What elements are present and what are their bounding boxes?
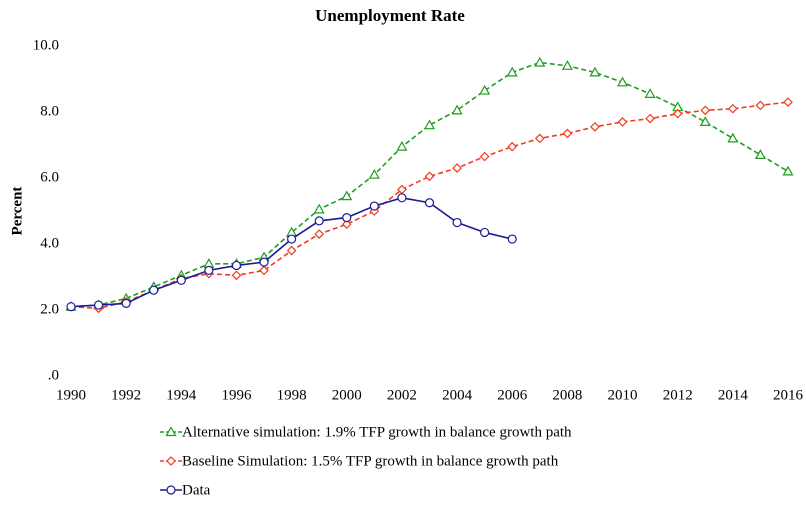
legend-marker: [166, 485, 176, 495]
marker: [314, 216, 324, 226]
y-tick-label: 4.0: [40, 235, 59, 251]
marker: [727, 132, 739, 143]
marker: [451, 104, 463, 115]
marker: [231, 260, 242, 271]
marker: [506, 66, 518, 77]
marker: [617, 117, 628, 127]
marker: [424, 198, 435, 208]
x-tick-label: 1990: [56, 387, 86, 403]
marker: [534, 133, 545, 144]
y-tick-label: .0: [48, 367, 59, 383]
legend-label: Alternative simulation: 1.9% TFP growth …: [182, 424, 572, 440]
x-tick-label: 1992: [111, 387, 141, 403]
y-tick-label: 10.0: [33, 37, 59, 53]
marker: [287, 234, 297, 244]
marker: [561, 60, 573, 70]
marker: [589, 66, 601, 77]
x-tick-label: 2014: [718, 387, 749, 403]
legend-marker: [166, 456, 176, 466]
marker: [617, 76, 629, 87]
marker: [727, 103, 738, 114]
marker: [452, 217, 462, 228]
marker: [782, 165, 794, 176]
marker: [480, 227, 490, 238]
marker: [286, 245, 297, 256]
series-line: [70, 61, 789, 308]
marker: [590, 122, 600, 132]
legend-label: Baseline Simulation: 1.5% TFP growth in …: [182, 453, 559, 469]
marker: [313, 203, 325, 214]
marker: [644, 88, 656, 98]
marker: [149, 285, 159, 295]
marker: [479, 84, 491, 95]
marker: [341, 190, 353, 201]
marker: [423, 119, 436, 130]
marker: [314, 229, 325, 239]
x-tick-label: 2010: [608, 387, 638, 403]
chart-title: Unemployment Rate: [315, 6, 465, 25]
x-tick-label: 1994: [166, 387, 197, 403]
marker: [755, 100, 766, 111]
y-tick-label: 6.0: [40, 169, 59, 185]
x-tick-label: 2004: [442, 387, 473, 403]
marker: [672, 108, 683, 119]
marker: [397, 193, 407, 203]
x-tick-label: 2006: [497, 387, 528, 403]
y-tick-label: 2.0: [40, 301, 59, 317]
marker: [93, 300, 104, 310]
x-tick-label: 1998: [277, 387, 307, 403]
legend-marker: [165, 426, 177, 437]
x-tick-label: 2002: [387, 387, 417, 403]
x-tick-label: 2012: [663, 387, 693, 403]
marker: [342, 213, 352, 223]
legend-label: Data: [182, 482, 211, 498]
marker: [259, 257, 269, 267]
y-axis-label: Percent: [9, 187, 25, 236]
marker: [783, 97, 793, 107]
marker: [507, 234, 517, 244]
marker: [231, 270, 242, 281]
marker: [259, 265, 269, 276]
marker: [699, 116, 711, 127]
marker: [204, 265, 214, 275]
marker: [424, 171, 435, 182]
x-tick-label: 1996: [221, 387, 252, 403]
marker: [452, 163, 462, 173]
marker: [754, 149, 766, 159]
marker: [176, 275, 186, 285]
y-tick-label: 8.0: [40, 103, 59, 119]
marker: [369, 201, 379, 211]
marker: [396, 140, 408, 151]
marker: [121, 298, 131, 308]
marker: [534, 56, 546, 67]
x-tick-label: 2000: [332, 387, 362, 403]
marker: [368, 168, 380, 179]
marker: [479, 151, 490, 162]
marker: [341, 219, 352, 230]
marker: [562, 128, 573, 139]
marker: [66, 302, 76, 312]
marker: [645, 113, 655, 124]
marker: [507, 141, 518, 152]
x-tick-label: 2008: [552, 387, 582, 403]
marker: [700, 105, 711, 116]
x-tick-label: 2016: [773, 387, 804, 403]
